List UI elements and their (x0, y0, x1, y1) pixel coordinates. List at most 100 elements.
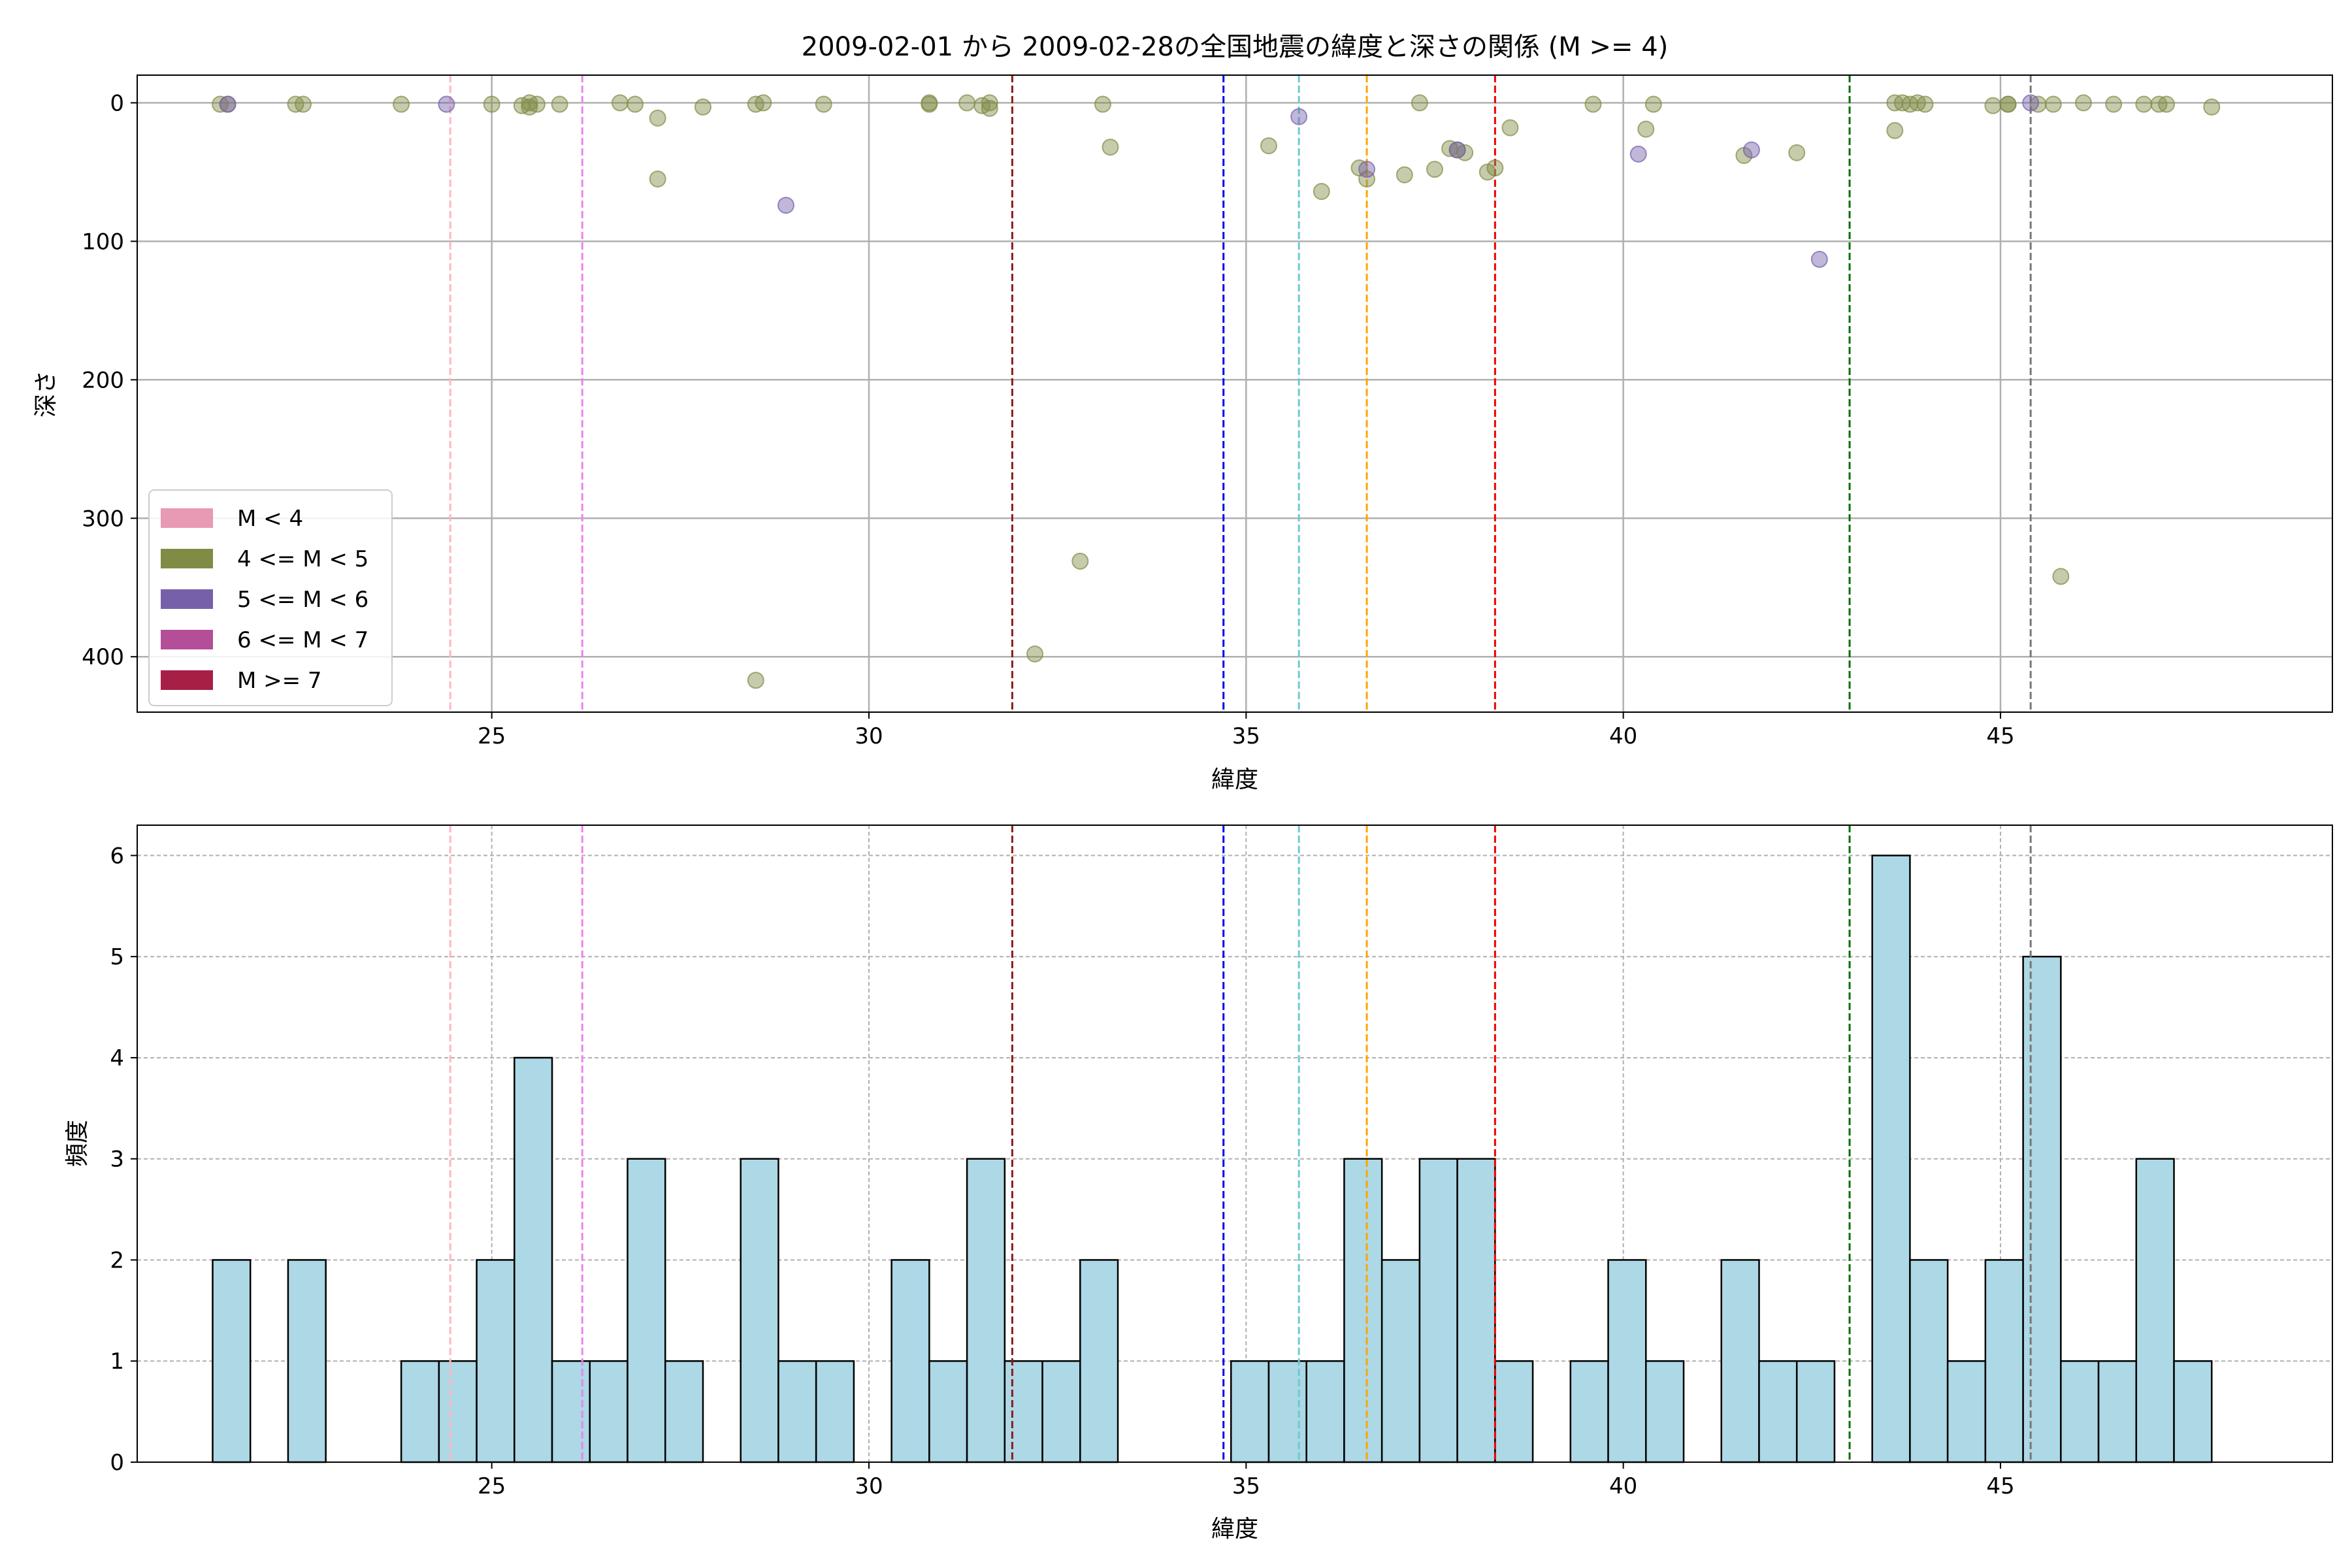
legend-swatch (161, 630, 213, 649)
scatter-point (611, 94, 629, 112)
scatter-title: 2009-02-01 から 2009-02-28の全国地震の緯度と深さの関係 (… (802, 32, 1669, 62)
histogram-bar (2173, 1360, 2213, 1463)
scatter-point (1071, 552, 1089, 570)
histogram-bar (777, 1360, 817, 1463)
scatter-legend: M < 4 4 <= M < 5 5 <= M < 6 6 <= M < 7 M >= … (148, 489, 393, 706)
scatter-y-ticks: 0 100 200 300 400 (82, 90, 137, 670)
legend-label: 6 <= M < 7 (237, 627, 368, 653)
histogram-bar (551, 1360, 591, 1463)
histogram-bar (1004, 1360, 1043, 1463)
scatter-point (1916, 95, 1934, 113)
scatter-point (1984, 97, 2002, 114)
scatter-point (747, 672, 764, 689)
scatter-y-tick-label: 100 (82, 229, 124, 255)
histogram-bar (2097, 1360, 2138, 1463)
scatter-point (2135, 95, 2153, 113)
histogram-y-ticks: 0 1 2 3 4 5 6 (110, 843, 137, 1476)
histogram-bar (2060, 1360, 2100, 1463)
histogram-bar (1494, 1360, 1534, 1463)
scatter-reference-lines (449, 75, 2032, 712)
histogram-bar (1645, 1360, 1685, 1463)
scatter-point (2074, 94, 2092, 112)
scatter-point (777, 197, 794, 214)
scatter-point (649, 109, 666, 127)
scatter-x-tick-label: 35 (1232, 723, 1260, 749)
scatter-point (981, 99, 998, 117)
scatter-point (1486, 159, 1504, 177)
scatter-points (212, 94, 2221, 689)
histogram-y-tick-label: 2 (110, 1247, 124, 1273)
scatter-y-tick-label: 300 (82, 506, 124, 532)
legend-swatch (161, 670, 213, 690)
histogram-bar (1758, 1360, 1798, 1463)
scatter-x-ticks: 25 30 35 40 45 (478, 712, 2015, 749)
histogram-bar (1569, 1360, 1609, 1463)
histogram-x-tick-label: 45 (1986, 1473, 2014, 1499)
histogram-bar (1720, 1259, 1760, 1463)
histogram-bar (1456, 1158, 1496, 1463)
scatter-point (1788, 144, 1806, 161)
legend-box (148, 489, 393, 706)
scatter-point (1584, 95, 1602, 113)
histogram-y-tick-label: 6 (110, 843, 124, 869)
scatter-grid (137, 75, 2332, 712)
scatter-point (694, 98, 711, 116)
scatter-x-tick-label: 30 (855, 723, 883, 749)
histogram-y-tick-label: 1 (110, 1348, 124, 1375)
histogram-bar (1607, 1259, 1647, 1463)
scatter-point (1426, 161, 1443, 178)
scatter-point (1358, 161, 1376, 178)
histogram-y-tick-label: 4 (110, 1045, 124, 1071)
scatter-point (551, 95, 568, 113)
histogram-bar (438, 1360, 478, 1463)
scatter-point (1637, 120, 1655, 138)
scatter-point (1742, 141, 1760, 159)
histogram-bar (287, 1259, 327, 1463)
scatter-x-tick-label: 45 (1986, 723, 2014, 749)
scatter-point (1260, 137, 1277, 155)
scatter-point (1629, 145, 1647, 163)
histogram-x-tick-label: 25 (478, 1473, 506, 1499)
scatter-point (219, 95, 237, 113)
scatter-y-axis-label: 深さ (33, 370, 59, 417)
scatter-point (528, 95, 546, 113)
scatter-y-tick-label: 200 (82, 367, 124, 393)
histogram-bar (2022, 955, 2062, 1463)
histogram-x-tick-label: 30 (855, 1473, 883, 1499)
histogram-bar (514, 1056, 553, 1463)
histogram-bar (400, 1360, 440, 1463)
histogram-bar (627, 1158, 666, 1463)
legend-swatch (161, 589, 213, 609)
histogram-bar (815, 1360, 855, 1463)
histogram-bar (740, 1158, 779, 1463)
scatter-point (958, 94, 976, 112)
histogram-bar (1871, 855, 1911, 1463)
scatter-point (1313, 183, 1330, 201)
histogram-x-tick-label: 40 (1609, 1473, 1637, 1499)
histogram-bar (2135, 1158, 2175, 1463)
histogram-bar (1267, 1360, 1307, 1463)
histogram-bar (1418, 1158, 1458, 1463)
histogram-x-ticks: 25 30 35 40 45 (478, 1462, 2015, 1499)
scatter-point (627, 95, 644, 113)
legend-label: M < 4 (237, 506, 303, 532)
histogram-bar (1795, 1360, 1836, 1463)
histogram-x-axis-label: 緯度 (1211, 1516, 1258, 1543)
legend-label: 4 <= M < 5 (237, 546, 368, 572)
histogram-bar (1041, 1360, 1081, 1463)
histogram-bar (890, 1259, 930, 1463)
scatter-point (483, 95, 500, 113)
legend-label: 5 <= M < 6 (237, 587, 368, 613)
scatter-point (815, 95, 832, 113)
histogram-y-tick-label: 3 (110, 1147, 124, 1173)
scatter-point (2157, 95, 2175, 113)
scatter-point (649, 170, 666, 188)
histogram-bar (1380, 1259, 1421, 1463)
histogram-bar (1343, 1158, 1383, 1463)
scatter-point (1026, 645, 1044, 662)
scatter-point (2203, 98, 2221, 116)
histogram-bar (212, 1259, 252, 1463)
histogram-reference-lines (449, 825, 2032, 1462)
scatter-point (1999, 95, 2017, 113)
